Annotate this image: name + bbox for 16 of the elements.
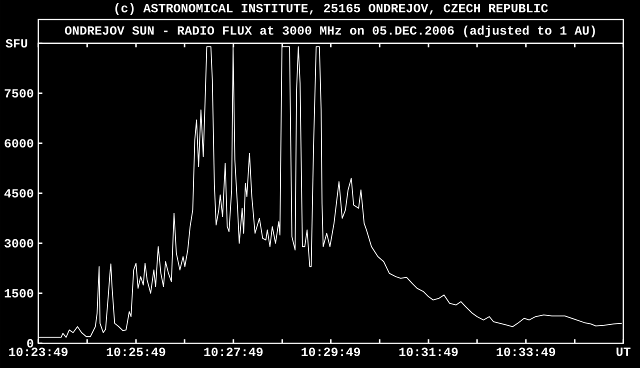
y-tick-label: 6000 [4,139,34,148]
x-tick-label: 10:29:49 [302,348,360,356]
y-tick-label: 3000 [4,239,34,248]
x-tick-label: UT [616,348,630,356]
x-tick-label: 10:31:49 [399,348,458,356]
x-tick-label: 10:33:49 [496,348,556,356]
x-tick-label: 10:23:49 [9,348,68,356]
y-tick-label: 4500 [4,189,34,198]
y-axis-title: SFU [6,39,28,48]
y-tick-label: 7500 [4,89,34,98]
y-tick-label: 1500 [4,289,34,298]
x-tick-label: 10:25:49 [106,348,166,356]
chart-subtitle: ONDREJOV SUN - RADIO FLUX at 3000 MHz on 05.DEC.2006 (adjusted to 1 AU) [64,26,595,38]
x-tick-label: 10:27:49 [204,348,263,356]
y-tick-label: 0 [27,339,34,348]
chart-title: (c) ASTRONOMICAL INSTITUTE, 25165 ONDREJOV, CZECH REPUBLIC [115,3,548,15]
